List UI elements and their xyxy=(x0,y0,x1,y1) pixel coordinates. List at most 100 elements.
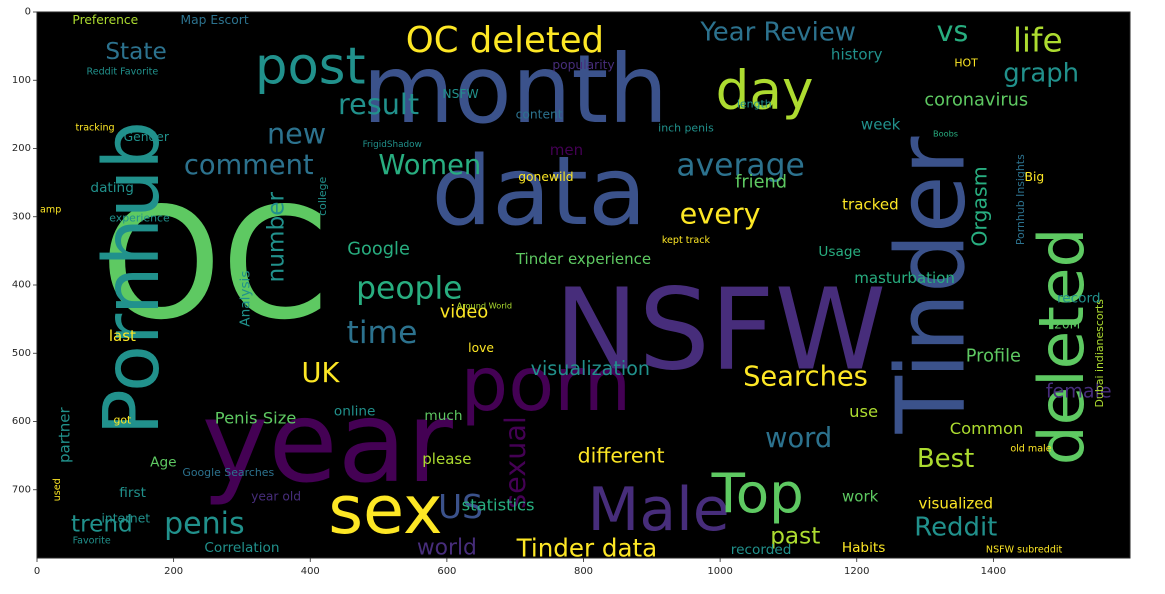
y-tick-label: 0 xyxy=(25,7,31,18)
cloud-word: sex xyxy=(328,471,442,549)
x-tick-label: 0 xyxy=(34,566,40,577)
cloud-word: inch penis xyxy=(658,122,714,135)
cloud-word: friend xyxy=(735,173,787,193)
x-tick-label: 1400 xyxy=(981,566,1006,577)
cloud-word: Orgasm xyxy=(968,166,992,246)
cloud-word: 20M xyxy=(1054,318,1080,332)
cloud-word: comment xyxy=(184,150,314,181)
x-tick-label: 200 xyxy=(164,566,183,577)
cloud-word: US xyxy=(438,488,483,526)
cloud-word: popularity xyxy=(552,58,614,72)
cloud-word: porn xyxy=(461,340,632,428)
cloud-word: people xyxy=(356,270,462,306)
cloud-word: work xyxy=(842,488,879,506)
cloud-word: Google xyxy=(347,240,410,260)
plot-area xyxy=(37,12,1130,558)
cloud-word: day xyxy=(716,59,814,121)
cloud-word: Age xyxy=(150,454,176,470)
cloud-word: Gender xyxy=(124,130,170,144)
cloud-word: new xyxy=(267,116,326,150)
cloud-word: men xyxy=(550,141,583,159)
cloud-word: Tinder experience xyxy=(515,250,651,268)
cloud-word: average xyxy=(676,148,804,184)
cloud-word: penis xyxy=(164,506,245,541)
cloud-word: number xyxy=(263,192,290,283)
cloud-word: life xyxy=(1013,22,1063,60)
cloud-word: year xyxy=(202,376,454,508)
cloud-word: Searches xyxy=(743,362,868,393)
cloud-word: love xyxy=(468,341,494,355)
cloud-word: vs xyxy=(936,14,968,48)
cloud-word: dating xyxy=(90,180,133,196)
cloud-word: visualization xyxy=(531,357,650,380)
cloud-word: Top xyxy=(711,461,804,525)
cloud-word: partner xyxy=(55,406,73,463)
cloud-word: Boobs xyxy=(933,128,958,138)
cloud-word: Favorite xyxy=(73,535,111,546)
cloud-word: State xyxy=(105,38,166,65)
cloud-word: tracking xyxy=(76,123,115,134)
x-tick-label: 1200 xyxy=(844,566,869,577)
y-tick-label: 500 xyxy=(12,348,31,359)
cloud-word: data xyxy=(431,135,646,247)
cloud-word: FrigidShadow xyxy=(363,140,422,150)
cloud-word: use xyxy=(849,402,878,421)
y-tick-label: 100 xyxy=(12,75,31,86)
cloud-word: year old xyxy=(251,490,301,504)
y-tick-label: 300 xyxy=(12,211,31,222)
cloud-word: visualized xyxy=(918,494,993,512)
cloud-word: video xyxy=(440,302,488,322)
cloud-word: Dubai indianescorts xyxy=(1093,299,1106,408)
cloud-word: month xyxy=(362,36,668,145)
cloud-word: time xyxy=(347,315,418,351)
cloud-word: Habits xyxy=(842,540,886,556)
cloud-word: Preference xyxy=(72,13,138,27)
cloud-word: NSFW subreddit xyxy=(986,544,1063,555)
cloud-word: Women xyxy=(378,150,481,181)
cloud-word: week xyxy=(861,116,901,134)
cloud-word: Analysis xyxy=(237,271,253,327)
cloud-word: Big xyxy=(1025,170,1045,184)
cloud-word: Tinder xyxy=(877,136,986,434)
cloud-word: trend xyxy=(71,510,133,537)
cloud-word: Best xyxy=(917,444,974,474)
cloud-word: deleted xyxy=(1025,228,1098,466)
cloud-word: first xyxy=(119,485,146,501)
x-tick-label: 1000 xyxy=(707,566,732,577)
y-tick-label: 600 xyxy=(12,416,31,427)
cloud-word: much xyxy=(424,408,462,424)
cloud-word: last xyxy=(109,327,136,345)
y-axis: 0 100 200 300 400 500 600 700 xyxy=(12,7,37,495)
cloud-word: result xyxy=(338,87,419,121)
cloud-word: experience xyxy=(109,212,170,225)
cloud-word: recorded xyxy=(731,542,792,558)
cloud-word: different xyxy=(578,444,665,468)
cloud-word: masturbation xyxy=(854,269,955,287)
cloud-word: world xyxy=(417,535,477,560)
cloud-word: record xyxy=(1057,291,1101,307)
x-tick-label: 800 xyxy=(574,566,593,577)
cloud-word: graph xyxy=(1003,58,1079,88)
cloud-word: statistics xyxy=(462,495,535,514)
cloud-word: Google Searches xyxy=(182,466,274,479)
cloud-word: coronavirus xyxy=(924,91,1028,111)
x-tick-label: 400 xyxy=(301,566,320,577)
cloud-word: OC xyxy=(101,175,329,354)
cloud-word: Tinder data xyxy=(516,533,658,562)
cloud-word: female xyxy=(1046,379,1112,402)
cloud-word: used xyxy=(52,478,63,501)
cloud-word: Pornhub Insights xyxy=(1014,154,1027,245)
cloud-word: NSFW xyxy=(442,87,478,101)
cloud-word: HOT xyxy=(954,57,978,70)
y-tick-label: 200 xyxy=(12,143,31,154)
cloud-word: college xyxy=(316,176,329,215)
cloud-word: Profile xyxy=(966,347,1021,367)
cloud-word: Reddit xyxy=(914,512,997,542)
cloud-word: content xyxy=(516,107,563,121)
cloud-word: Usage xyxy=(818,244,861,260)
cloud-word: Reddit Favorite xyxy=(87,67,159,78)
y-tick-label: 400 xyxy=(12,280,31,291)
cloud-word: old male xyxy=(1010,443,1051,454)
